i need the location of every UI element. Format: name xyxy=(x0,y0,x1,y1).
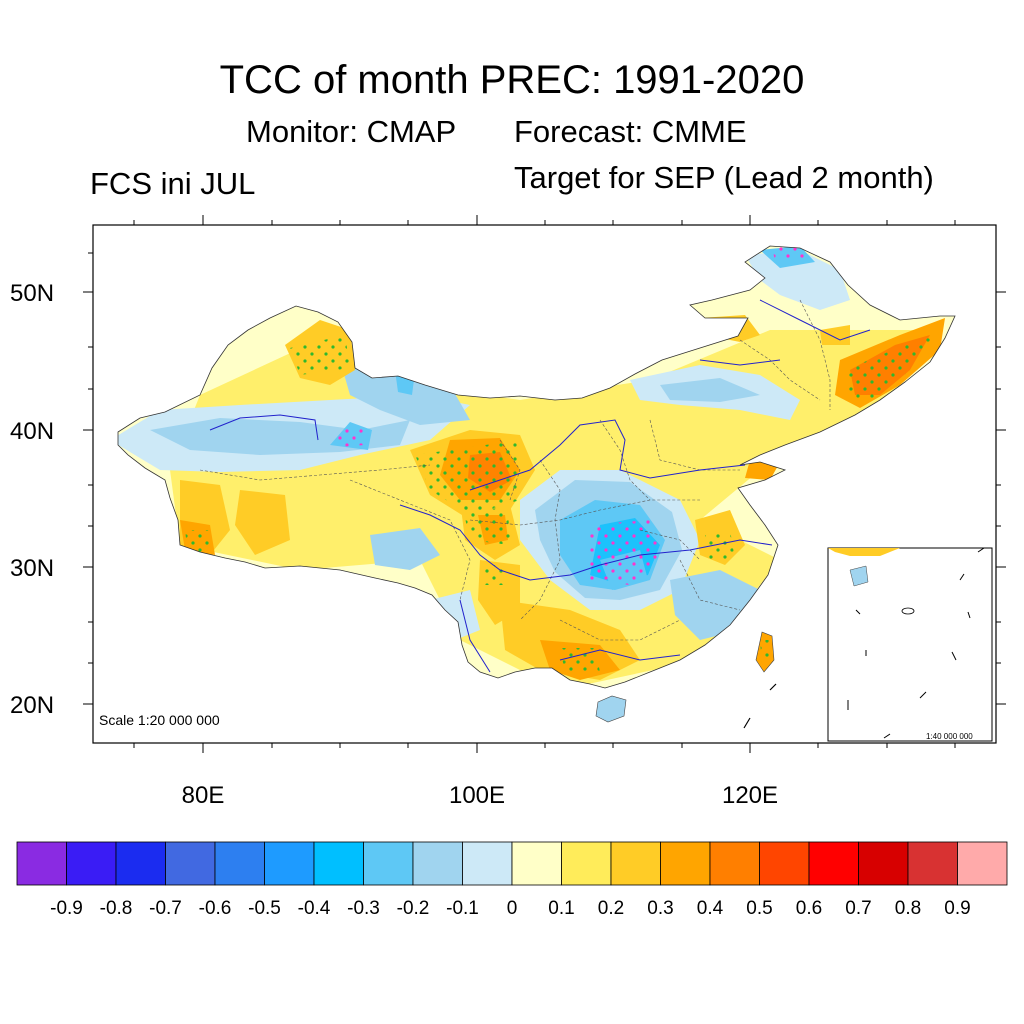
colorbar-label: 0.3 xyxy=(647,898,673,919)
colorbar-swatch xyxy=(214,841,265,886)
colorbar-swatch xyxy=(313,841,364,886)
colorbar-label: 0.1 xyxy=(548,898,574,919)
colorbar-swatch xyxy=(957,841,1008,886)
colorbar-label: -0.9 xyxy=(50,898,83,919)
colorbar-swatch xyxy=(759,841,810,886)
province-boundaries xyxy=(199,299,831,641)
chart-title: TCC of month PREC: 1991-2020 xyxy=(219,58,805,102)
colorbar-label: -0.3 xyxy=(347,898,380,919)
forecast-label: Forecast: CMME xyxy=(514,114,747,149)
colorbar-label: 0.2 xyxy=(598,898,624,919)
lat-label-20n: 20N xyxy=(10,692,54,719)
colorbar-swatch xyxy=(709,841,760,886)
colorbar-swatch xyxy=(363,841,414,886)
south-sea-inset: 1:40 000 000 xyxy=(827,547,993,742)
colorbar-label: 0.9 xyxy=(944,898,970,919)
colorbar-swatch xyxy=(16,841,67,886)
colorbar-swatch xyxy=(264,841,315,886)
colorbar-swatch xyxy=(462,841,513,886)
lat-labels: 50N 40N 30N 20N xyxy=(10,280,54,719)
colorbar-label: -0.7 xyxy=(149,898,182,919)
hainan-island xyxy=(595,695,627,723)
colorbar-label: -0.2 xyxy=(397,898,430,919)
rivers xyxy=(209,299,871,673)
lon-labels: 80E 100E 120E xyxy=(182,782,778,809)
colorbar-swatch xyxy=(511,841,562,886)
colorbar-swatch xyxy=(66,841,117,886)
colorbar-label: 0.5 xyxy=(746,898,772,919)
colorbar-label: -0.6 xyxy=(199,898,232,919)
init-label: FCS ini JUL xyxy=(90,166,256,201)
monitor-label: Monitor: CMAP xyxy=(246,114,457,149)
lat-label-50n: 50N xyxy=(10,280,54,307)
lon-label-100e: 100E xyxy=(449,782,505,809)
lat-tick-marks xyxy=(83,252,1006,705)
lon-tick-marks xyxy=(133,215,956,753)
map-scale: Scale 1:20 000 000 xyxy=(99,712,220,728)
south-sea-marks xyxy=(743,683,777,729)
colorbar-label: 0 xyxy=(507,898,518,919)
colorbar-label: 0.8 xyxy=(895,898,921,919)
colorbar-label: -0.1 xyxy=(446,898,479,919)
target-label: Target for SEP (Lead 2 month) xyxy=(514,160,934,195)
colorbar-swatch xyxy=(561,841,612,886)
colorbar-label: -0.8 xyxy=(100,898,133,919)
colorbar: -0.9 -0.8 -0.7 -0.6 -0.5 -0.4 -0.3 -0.2 -0.1 0 0.1… xyxy=(16,841,1008,919)
lon-label-80e: 80E xyxy=(182,782,225,809)
colorbar-label: 0.6 xyxy=(796,898,822,919)
colorbar-swatch xyxy=(165,841,216,886)
colorbar-swatch xyxy=(412,841,463,886)
colorbar-label: -0.4 xyxy=(298,898,331,919)
colorbar-label: 0.7 xyxy=(845,898,871,919)
colorbar-swatch xyxy=(115,841,166,886)
inset-scale: 1:40 000 000 xyxy=(926,732,973,741)
colorbar-swatch xyxy=(907,841,958,886)
colorbar-swatch xyxy=(808,841,859,886)
china-border xyxy=(117,245,956,689)
lat-label-30n: 30N xyxy=(10,555,54,582)
lon-label-120e: 120E xyxy=(722,782,778,809)
colorbar-swatch xyxy=(660,841,711,886)
colorbar-label: -0.5 xyxy=(248,898,281,919)
lat-label-40n: 40N xyxy=(10,418,54,445)
colorbar-swatch xyxy=(610,841,661,886)
colorbar-label: 0.4 xyxy=(697,898,724,919)
colorbar-swatch xyxy=(858,841,909,886)
